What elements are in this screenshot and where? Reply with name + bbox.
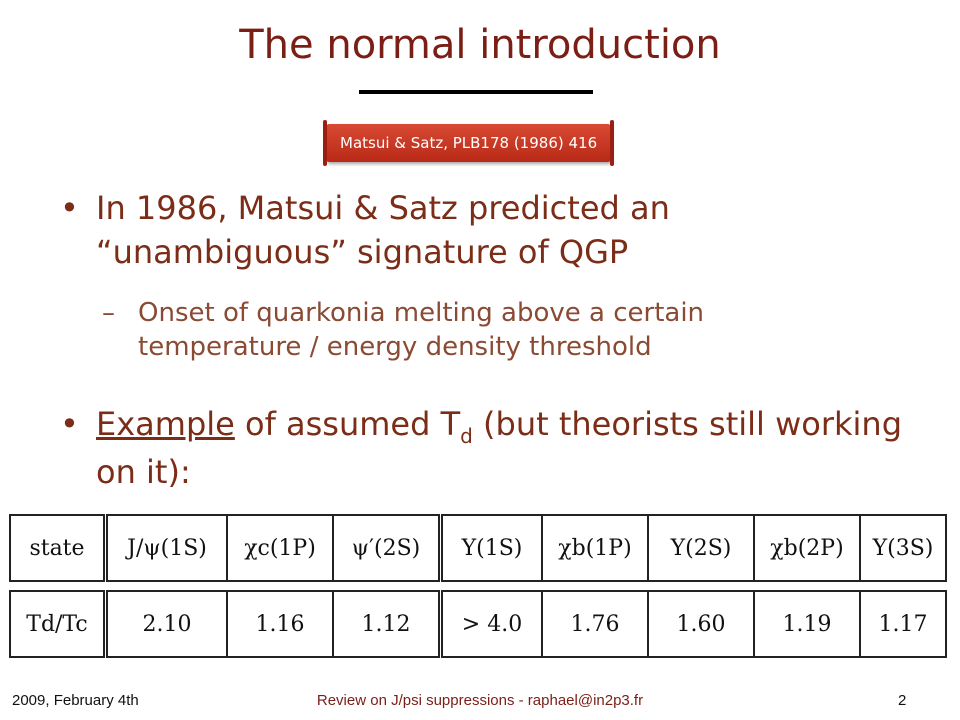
table-cell: Υ(1S)	[439, 514, 543, 582]
bullet-dot: •	[60, 189, 79, 227]
slide-number: 2	[898, 692, 907, 709]
bullet-2-post: (but theorists still working on it):	[96, 405, 902, 491]
slide-title: The normal introduction	[239, 22, 721, 68]
bullet-dot: •	[60, 405, 79, 443]
bullet-2-pre: of assumed T	[234, 405, 461, 443]
footer-date: 2009, February 4th	[12, 692, 139, 709]
footer-center-text: Review on J/psi suppressions - raphael@i…	[316, 692, 644, 709]
table-cell: 1.17	[859, 590, 947, 658]
table-cell: χb(2P)	[753, 514, 861, 582]
sub-bullet-1-text: Onset of quarkonia melting above a certa…	[138, 298, 705, 362]
table-cell: χc(1P)	[226, 514, 334, 582]
table-cell: > 4.0	[439, 590, 543, 658]
table-cell: J/ψ(1S)	[104, 514, 228, 582]
table-cell: 1.60	[647, 590, 755, 658]
dissociation-temperature-table: state J/ψ(1S) χc(1P) ψ′(2S) Υ(1S) χb(1P)…	[9, 514, 947, 658]
table-cell: χb(1P)	[541, 514, 649, 582]
bullet-2-subscript: d	[460, 424, 473, 448]
table-cell: 1.12	[332, 590, 443, 658]
table-row: Td/Tc 2.10 1.16 1.12 > 4.0 1.76 1.60 1.1…	[9, 590, 947, 658]
table-cell: Υ(3S)	[859, 514, 947, 582]
bullet-1: • In 1986, Matsui & Satz predicted an “u…	[60, 186, 920, 274]
bullet-2: • Example of assumed Td (but theorists s…	[60, 402, 920, 494]
table-cell: Υ(2S)	[647, 514, 755, 582]
title-underline-rule	[359, 90, 593, 94]
bullet-1-text: In 1986, Matsui & Satz predicted an “una…	[96, 189, 670, 271]
bullet-2-text: Example of assumed Td (but theorists sti…	[96, 402, 920, 494]
table-cell: 2.10	[104, 590, 228, 658]
table-cell: ψ′(2S)	[332, 514, 443, 582]
state-row-table: state J/ψ(1S) χc(1P) ψ′(2S) Υ(1S) χb(1P)…	[9, 514, 947, 582]
table-row: state J/ψ(1S) χc(1P) ψ′(2S) Υ(1S) χb(1P)…	[9, 514, 947, 582]
sub-bullet-dash: –	[102, 298, 115, 328]
table-cell: 1.16	[226, 590, 334, 658]
row-label-td-tc: Td/Tc	[9, 590, 108, 658]
value-row-table: Td/Tc 2.10 1.16 1.12 > 4.0 1.76 1.60 1.1…	[9, 590, 947, 658]
sub-bullet-1: – Onset of quarkonia melting above a cer…	[102, 296, 802, 364]
table-cell: 1.76	[541, 590, 649, 658]
table-cell: 1.19	[753, 590, 861, 658]
citation-banner: Matsui & Satz, PLB178 (1986) 416	[322, 120, 615, 166]
row-label-state: state	[9, 514, 108, 582]
underlined-word: Example	[96, 405, 235, 443]
